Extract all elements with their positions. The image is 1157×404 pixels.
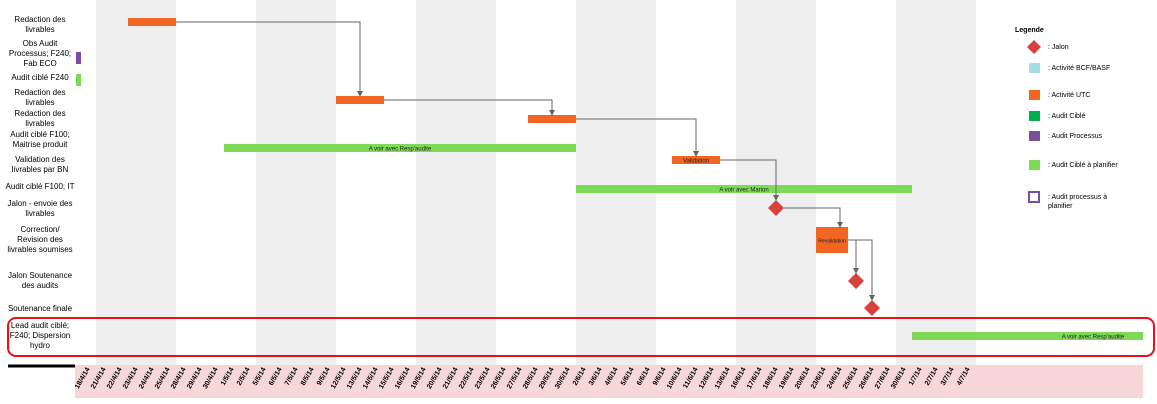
dependency-arrow [784, 207, 843, 228]
bar-label: Validation [683, 159, 709, 165]
row-label: Audit ciblé F100; IT [5, 182, 75, 191]
row-label: Validation des livrables par BN [11, 155, 69, 174]
legend-label: : Audit Processus [1048, 133, 1103, 140]
bar-label: Revalidation [818, 239, 846, 245]
legend-label: : Activité BCF/BASF [1048, 65, 1111, 72]
milestone [848, 273, 864, 289]
row-label: Correction/ Revision des livrables soumi… [7, 225, 73, 254]
row-label: Audit ciblé F240 [11, 73, 69, 82]
task-bar [128, 18, 176, 26]
week-shading [96, 0, 976, 365]
task-bar [576, 185, 912, 193]
highlight-box [7, 317, 1155, 357]
bar-label: A voir avec Marion [719, 188, 768, 194]
bar-label: A voir avec Resp'audite [369, 147, 432, 153]
row-label: Audit ciblé F100; Maitrise produit [10, 130, 70, 149]
week-band [256, 0, 336, 365]
legend-title: Legende [1015, 27, 1044, 34]
dependency-arrow [384, 99, 555, 116]
task-bar [912, 332, 1143, 340]
milestone [768, 200, 784, 216]
row-label: Jalon Soutenance des audits [7, 271, 73, 290]
legend-label: : Audit processus à planifier [1048, 194, 1108, 210]
task-bar [336, 96, 384, 104]
row-label: Lead audit ciblé; F240; Dispersion hydro [9, 321, 71, 350]
task-bar [816, 227, 848, 253]
task-bar [76, 52, 81, 64]
dependency-arrow [176, 21, 363, 97]
week-band [96, 0, 176, 365]
axis-band [75, 365, 1143, 398]
week-band [576, 0, 656, 365]
row-label: Redaction des livrables [14, 15, 66, 34]
legend-symbol [1029, 90, 1040, 100]
task-bar [528, 115, 576, 123]
task-bar [76, 74, 81, 86]
task-bar [224, 144, 576, 152]
legend-label: : Activité UTC [1048, 92, 1091, 99]
legend-label: : Audit Ciblé [1048, 113, 1086, 120]
dependency-arrow [720, 159, 779, 201]
bar-label: A voir avec Resp'audite [1062, 335, 1125, 341]
legend-symbol [1028, 191, 1040, 203]
row-label: Redaction des livrables [14, 88, 66, 107]
row-label: Jalon - envoie des livrables [7, 199, 73, 218]
legend-symbol [1027, 40, 1041, 54]
legend-symbol [1029, 131, 1040, 141]
row-label: Obs Audit Processus; F240; Fab ECO [8, 39, 72, 68]
week-band [896, 0, 976, 365]
legend-label: : Jalon [1048, 44, 1069, 51]
row-label: Soutenance finale [7, 304, 73, 313]
task-bar [672, 156, 720, 164]
dependency-arrow [848, 239, 875, 301]
legend-label: : Audit Ciblé à planifier [1048, 162, 1118, 169]
dependency-arrow [576, 118, 699, 157]
legend-symbol [1029, 160, 1040, 170]
row-label: Redaction des livrables [14, 109, 66, 128]
milestone [864, 300, 880, 316]
week-band [416, 0, 496, 365]
dependency-arrow [848, 239, 859, 274]
legend-symbol [1029, 63, 1040, 73]
legend-symbol [1029, 111, 1040, 121]
